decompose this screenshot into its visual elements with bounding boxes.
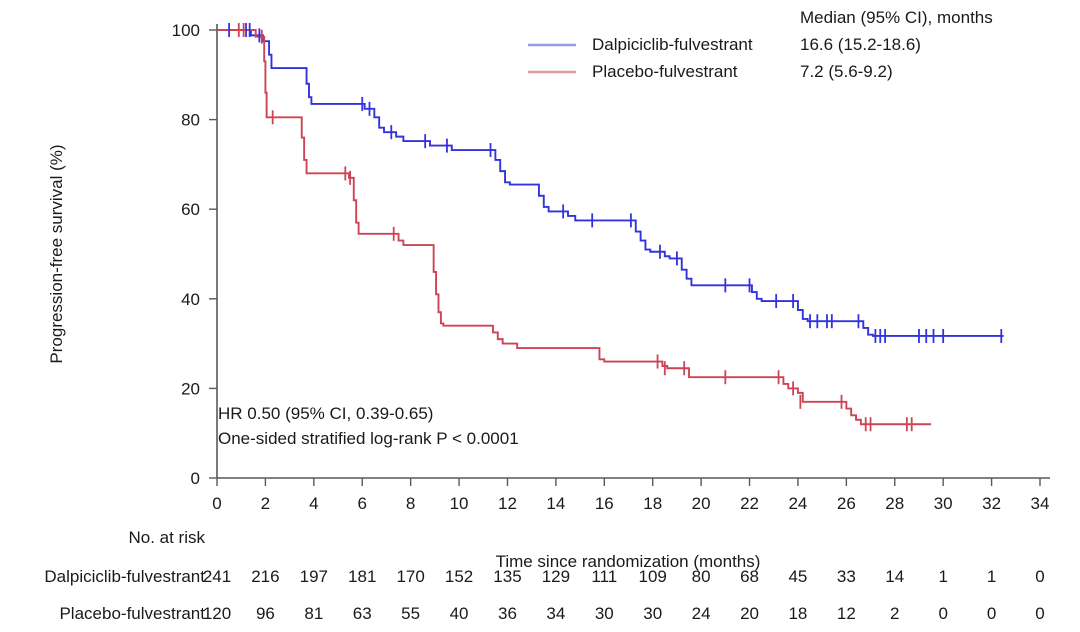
risk-value: 1	[938, 567, 947, 586]
risk-value: 18	[788, 604, 807, 623]
legend: Median (95% CI), months Dalpiciclib-fulve…	[528, 8, 993, 81]
risk-value: 81	[304, 604, 323, 623]
risk-value: 0	[1035, 567, 1044, 586]
x-tick-label: 24	[788, 494, 807, 513]
risk-value: 216	[251, 567, 279, 586]
y-tick-label: 0	[191, 469, 200, 488]
risk-value: 170	[396, 567, 424, 586]
risk-value: 120	[203, 604, 231, 623]
survival-curve-1	[217, 29, 932, 426]
risk-value: 33	[837, 567, 856, 586]
survival-curves	[217, 29, 1004, 426]
y-tick-label: 60	[181, 200, 200, 219]
x-tick-label: 2	[261, 494, 270, 513]
risk-value: 34	[546, 604, 565, 623]
risk-value: 24	[692, 604, 711, 623]
x-tick-label: 18	[643, 494, 662, 513]
x-tick-label: 32	[982, 494, 1001, 513]
risk-value: 0	[938, 604, 947, 623]
risk-value: 181	[348, 567, 376, 586]
x-tick-label: 34	[1031, 494, 1050, 513]
risk-value: 12	[837, 604, 856, 623]
x-tick-label: 4	[309, 494, 318, 513]
risk-value: 20	[740, 604, 759, 623]
risk-row-label-0: Dalpiciclib-fulvestrant	[44, 567, 205, 586]
risk-value: 68	[740, 567, 759, 586]
risk-value: 40	[450, 604, 469, 623]
legend-header: Median (95% CI), months	[800, 8, 993, 27]
x-tick-label: 16	[595, 494, 614, 513]
legend-label-0: Dalpiciclib-fulvestrant	[592, 35, 753, 54]
x-axis: 0 2 4 6 8 10 12 14 16 18 20 22 24 26 28 30 32 34	[212, 477, 1050, 513]
x-tick-label: 28	[885, 494, 904, 513]
risk-value: 135	[493, 567, 521, 586]
risk-value: 0	[1035, 604, 1044, 623]
risk-value: 129	[542, 567, 570, 586]
risk-value: 30	[643, 604, 662, 623]
risk-value: 36	[498, 604, 517, 623]
risk-value: 55	[401, 604, 420, 623]
y-tick-label: 20	[181, 379, 200, 398]
risk-value: 152	[445, 567, 473, 586]
y-tick-label: 80	[181, 111, 200, 130]
annotation-1: One-sided stratified log-rank P < 0.0001	[218, 429, 519, 448]
risk-row-label-1: Placebo-fulvestrant	[59, 604, 205, 623]
risk-value: 30	[595, 604, 614, 623]
risk-value: 63	[353, 604, 372, 623]
risk-value: 45	[788, 567, 807, 586]
x-tick-label: 22	[740, 494, 759, 513]
risk-value: 80	[692, 567, 711, 586]
risk-value: 14	[885, 567, 904, 586]
risk-value: 111	[591, 567, 617, 586]
x-tick-label: 8	[406, 494, 415, 513]
x-tick-label: 12	[498, 494, 517, 513]
x-tick-label: 0	[212, 494, 221, 513]
x-tick-label: 26	[837, 494, 856, 513]
legend-median-1: 7.2 (5.6-9.2)	[800, 62, 893, 81]
x-tick-label: 20	[692, 494, 711, 513]
y-axis: 0 20 40 60 80 100	[172, 21, 218, 488]
annotation-0: HR 0.50 (95% CI, 0.39-0.65)	[218, 404, 433, 423]
risk-table-header: No. at risk	[128, 528, 205, 547]
censor-marks	[228, 23, 1003, 432]
x-tick-label: 14	[546, 494, 565, 513]
statistics-annotations: HR 0.50 (95% CI, 0.39-0.65) One-sided str…	[218, 404, 519, 448]
legend-label-1: Placebo-fulvestrant	[592, 62, 738, 81]
y-tick-label: 100	[172, 21, 200, 40]
risk-value: 1	[987, 567, 996, 586]
x-axis-title: Time since randomization (months)	[496, 552, 761, 571]
risk-value: 2	[890, 604, 899, 623]
y-axis-title: Progression-free survival (%)	[47, 144, 66, 363]
y-tick-label: 40	[181, 290, 200, 309]
risk-value: 241	[203, 567, 231, 586]
x-tick-label: 10	[450, 494, 469, 513]
risk-value: 96	[256, 604, 275, 623]
risk-value: 197	[300, 567, 328, 586]
risk-value: 109	[639, 567, 667, 586]
x-tick-label: 30	[934, 494, 953, 513]
x-tick-label: 6	[358, 494, 367, 513]
legend-median-0: 16.6 (15.2-18.6)	[800, 35, 921, 54]
risk-value: 0	[987, 604, 996, 623]
